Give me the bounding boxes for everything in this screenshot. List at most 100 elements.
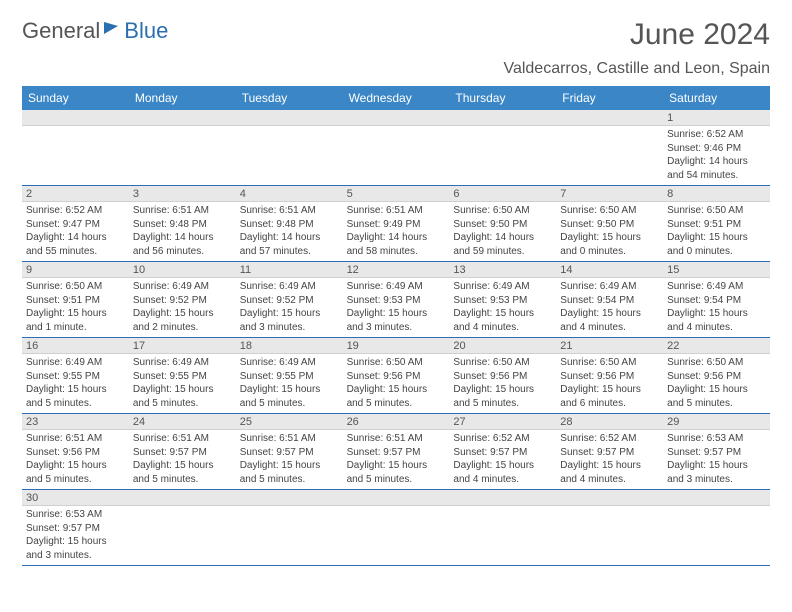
day-cell: Sunrise: 6:49 AMSunset: 9:53 PMDaylight:… <box>449 278 556 337</box>
sunrise-text: Sunrise: 6:53 AM <box>26 508 125 522</box>
day-number <box>556 490 663 505</box>
sunrise-text: Sunrise: 6:51 AM <box>133 432 232 446</box>
sunset-text: Sunset: 9:52 PM <box>133 294 232 308</box>
week-row: Sunrise: 6:52 AMSunset: 9:47 PMDaylight:… <box>22 202 770 262</box>
day-number: 3 <box>129 186 236 201</box>
week-num-row: 30 <box>22 490 770 506</box>
day-number: 29 <box>663 414 770 429</box>
daylight-line2: and 3 minutes. <box>240 321 339 335</box>
day-number <box>129 110 236 125</box>
day-cell: Sunrise: 6:49 AMSunset: 9:54 PMDaylight:… <box>556 278 663 337</box>
day-cell: Sunrise: 6:50 AMSunset: 9:51 PMDaylight:… <box>22 278 129 337</box>
day-number: 22 <box>663 338 770 353</box>
sunrise-text: Sunrise: 6:49 AM <box>453 280 552 294</box>
sunrise-text: Sunrise: 6:52 AM <box>560 432 659 446</box>
sunrise-text: Sunrise: 6:52 AM <box>453 432 552 446</box>
logo: General Blue <box>22 18 168 44</box>
daylight-line1: Daylight: 14 hours <box>133 231 232 245</box>
daylight-line2: and 5 minutes. <box>240 397 339 411</box>
day-cell: Sunrise: 6:49 AMSunset: 9:55 PMDaylight:… <box>236 354 343 413</box>
sunset-text: Sunset: 9:56 PM <box>347 370 446 384</box>
day-cell: Sunrise: 6:51 AMSunset: 9:57 PMDaylight:… <box>343 430 450 489</box>
sunset-text: Sunset: 9:57 PM <box>133 446 232 460</box>
day-header-monday: Monday <box>129 86 236 110</box>
week-row: Sunrise: 6:52 AMSunset: 9:46 PMDaylight:… <box>22 126 770 186</box>
daylight-line2: and 57 minutes. <box>240 245 339 259</box>
daylight-line1: Daylight: 15 hours <box>347 383 446 397</box>
daylight-line2: and 56 minutes. <box>133 245 232 259</box>
daylight-line1: Daylight: 15 hours <box>453 307 552 321</box>
day-cell: Sunrise: 6:49 AMSunset: 9:54 PMDaylight:… <box>663 278 770 337</box>
sunrise-text: Sunrise: 6:49 AM <box>667 280 766 294</box>
sunrise-text: Sunrise: 6:51 AM <box>26 432 125 446</box>
daylight-line1: Daylight: 15 hours <box>347 459 446 473</box>
daylight-line2: and 3 minutes. <box>667 473 766 487</box>
day-number <box>343 110 450 125</box>
daylight-line1: Daylight: 15 hours <box>453 459 552 473</box>
day-number: 25 <box>236 414 343 429</box>
day-cell: Sunrise: 6:50 AMSunset: 9:50 PMDaylight:… <box>556 202 663 261</box>
day-cell: Sunrise: 6:52 AMSunset: 9:46 PMDaylight:… <box>663 126 770 185</box>
sunset-text: Sunset: 9:51 PM <box>26 294 125 308</box>
sunset-text: Sunset: 9:55 PM <box>26 370 125 384</box>
sunrise-text: Sunrise: 6:50 AM <box>26 280 125 294</box>
daylight-line2: and 5 minutes. <box>240 473 339 487</box>
location-text: Valdecarros, Castille and Leon, Spain <box>503 60 770 78</box>
daylight-line2: and 5 minutes. <box>347 397 446 411</box>
day-number: 5 <box>343 186 450 201</box>
day-cell <box>236 126 343 185</box>
weeks-container: 1Sunrise: 6:52 AMSunset: 9:46 PMDaylight… <box>22 110 770 566</box>
sunset-text: Sunset: 9:51 PM <box>667 218 766 232</box>
sunrise-text: Sunrise: 6:51 AM <box>347 204 446 218</box>
sunrise-text: Sunrise: 6:52 AM <box>26 204 125 218</box>
week-num-row: 1 <box>22 110 770 126</box>
day-cell <box>129 126 236 185</box>
daylight-line1: Daylight: 15 hours <box>560 307 659 321</box>
day-cell: Sunrise: 6:51 AMSunset: 9:57 PMDaylight:… <box>129 430 236 489</box>
sunrise-text: Sunrise: 6:50 AM <box>347 356 446 370</box>
sunrise-text: Sunrise: 6:51 AM <box>133 204 232 218</box>
daylight-line2: and 5 minutes. <box>133 397 232 411</box>
day-cell: Sunrise: 6:51 AMSunset: 9:48 PMDaylight:… <box>236 202 343 261</box>
day-cell: Sunrise: 6:50 AMSunset: 9:51 PMDaylight:… <box>663 202 770 261</box>
day-cell: Sunrise: 6:49 AMSunset: 9:52 PMDaylight:… <box>129 278 236 337</box>
day-number: 21 <box>556 338 663 353</box>
daylight-line1: Daylight: 15 hours <box>133 307 232 321</box>
daylight-line1: Daylight: 15 hours <box>347 307 446 321</box>
day-cell: Sunrise: 6:51 AMSunset: 9:57 PMDaylight:… <box>236 430 343 489</box>
day-number: 27 <box>449 414 556 429</box>
day-number: 10 <box>129 262 236 277</box>
day-number: 11 <box>236 262 343 277</box>
daylight-line1: Daylight: 15 hours <box>26 459 125 473</box>
daylight-line1: Daylight: 15 hours <box>667 383 766 397</box>
daylight-line1: Daylight: 15 hours <box>667 307 766 321</box>
sunset-text: Sunset: 9:57 PM <box>560 446 659 460</box>
week-num-row: 23242526272829 <box>22 414 770 430</box>
daylight-line1: Daylight: 15 hours <box>133 459 232 473</box>
day-number <box>236 490 343 505</box>
week-row: Sunrise: 6:49 AM Sunset: 9:55 PM Daylight:… <box>22 354 770 414</box>
month-title: June 2024 <box>503 18 770 52</box>
sunrise-text: Sunrise: 6:50 AM <box>453 356 552 370</box>
day-cell <box>129 506 236 565</box>
daylight-line2: and 5 minutes. <box>667 397 766 411</box>
day-number <box>236 110 343 125</box>
day-number <box>22 110 129 125</box>
sunset-text: Sunset: 9:46 PM <box>667 142 766 156</box>
daylight-line1: Daylight: 14 hours <box>26 231 125 245</box>
day-number: 26 <box>343 414 450 429</box>
title-block: June 2024 Valdecarros, Castille and Leon… <box>503 18 770 78</box>
day-number: 18 <box>236 338 343 353</box>
week-row: Sunrise: 6:51 AMSunset: 9:56 PMDaylight:… <box>22 430 770 490</box>
sunset-text: Sunset: 9:54 PM <box>667 294 766 308</box>
sunset-text: Sunset: 9:54 PM <box>560 294 659 308</box>
sunrise-text: Sunrise: 6:50 AM <box>453 204 552 218</box>
week-num-row: 9101112131415 <box>22 262 770 278</box>
day-cell <box>449 126 556 185</box>
day-number: 23 <box>22 414 129 429</box>
daylight-line2: and 5 minutes. <box>26 397 125 411</box>
day-number: 19 <box>343 338 450 353</box>
sunrise-text: Sunrise: 6:49 AM <box>133 356 232 370</box>
sunrise-text: Sunrise: 6:49 AM <box>560 280 659 294</box>
week-row: Sunrise: 6:53 AMSunset: 9:57 PMDaylight:… <box>22 506 770 566</box>
